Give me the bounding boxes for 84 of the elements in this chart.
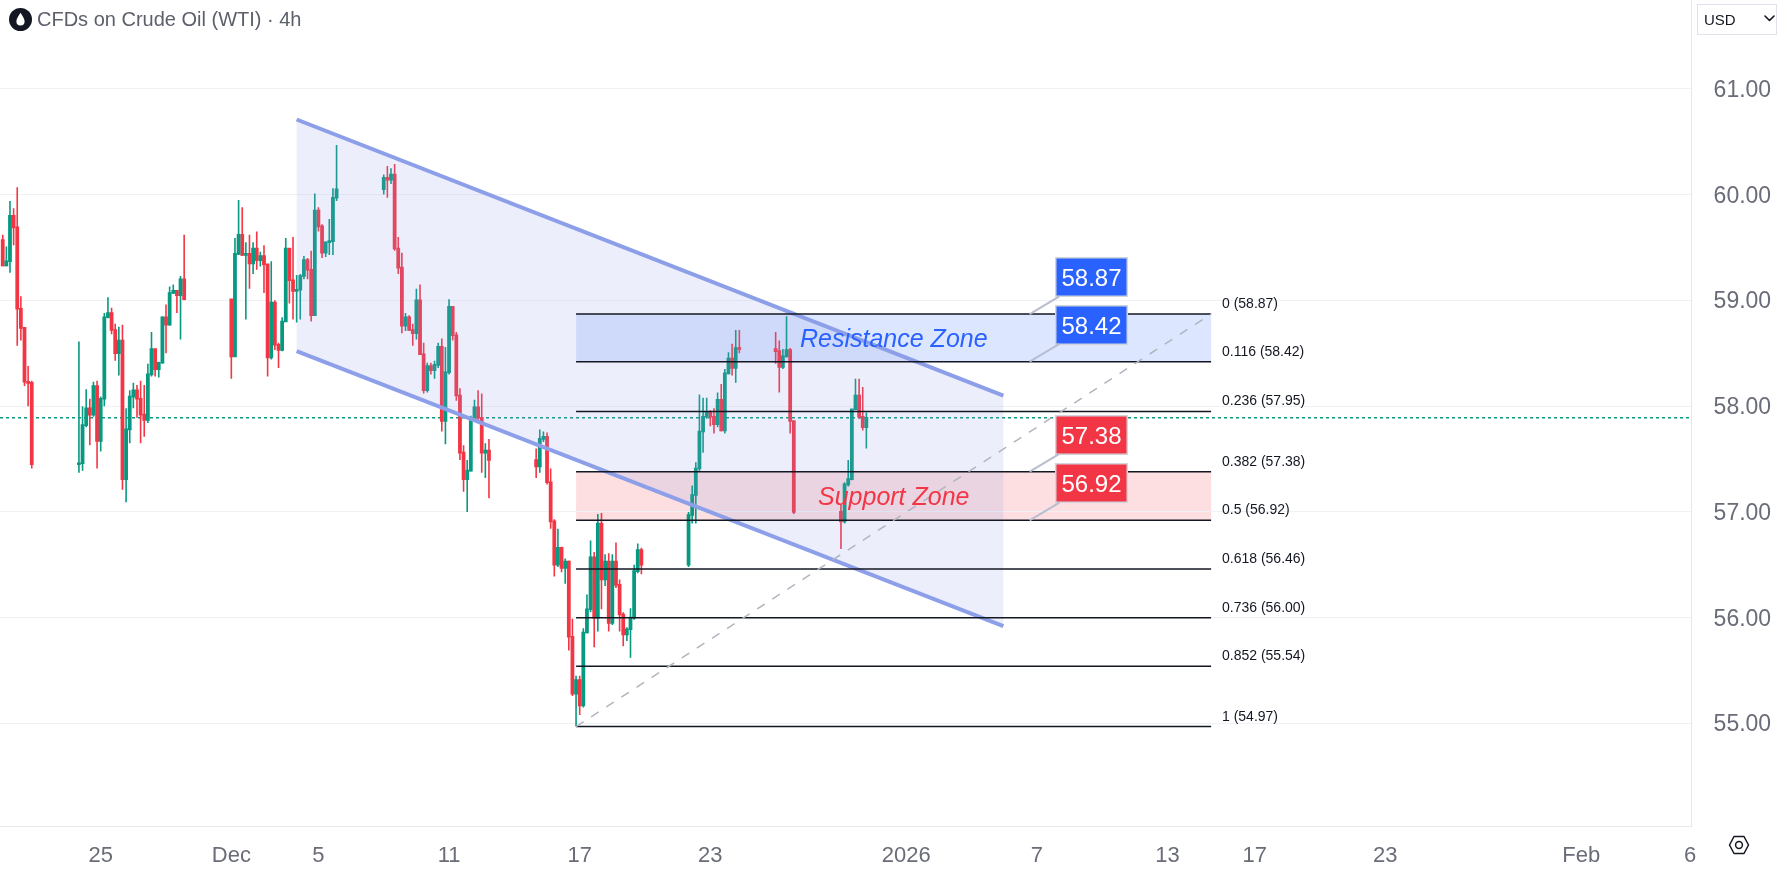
- candlestick: [603, 553, 607, 587]
- candlestick: [95, 379, 99, 470]
- candlestick: [389, 167, 393, 185]
- candlestick: [0, 233, 5, 268]
- candlestick: [87, 397, 92, 447]
- candlestick: [595, 513, 600, 633]
- candlestick: [116, 326, 121, 377]
- candlestick: [182, 233, 187, 302]
- y-tick-label: 55.00: [1713, 710, 1772, 737]
- candlestick: [312, 192, 317, 316]
- candlestick: [240, 206, 245, 257]
- candlestick: [164, 303, 168, 355]
- candlestick: [610, 553, 615, 626]
- candlestick: [294, 274, 299, 324]
- candlestick: [479, 392, 484, 474]
- candlestick: [8, 200, 12, 274]
- y-tick-label: 59.00: [1713, 287, 1772, 314]
- candlestick: [592, 551, 597, 649]
- candlestick: [167, 285, 172, 327]
- candlestick: [153, 348, 158, 378]
- annotation: 58.87: [1061, 263, 1122, 291]
- candlestick: [730, 342, 734, 377]
- x-tick-label: 11: [437, 842, 461, 868]
- x-tick-label: Feb: [1562, 842, 1601, 868]
- candlestick: [556, 528, 560, 568]
- candlestick: [175, 290, 179, 314]
- y-tick-label: 58.00: [1713, 393, 1772, 420]
- candlestick: [251, 241, 255, 275]
- candlestick: [381, 173, 386, 196]
- series-label: 0.5 (56.92): [1222, 501, 1290, 517]
- candlestick: [291, 236, 295, 321]
- x-tick-label: 2026: [881, 842, 931, 868]
- x-tick-label: 23: [1373, 842, 1398, 868]
- candlestick: [429, 361, 433, 376]
- candlestick: [385, 165, 390, 199]
- candlestick: [269, 260, 274, 361]
- series-label: 0.236 (57.95): [1222, 392, 1306, 408]
- x-tick-label: 13: [1155, 842, 1180, 868]
- candlestick: [534, 447, 539, 479]
- y-tick-label: 57.00: [1713, 498, 1772, 525]
- series-label: 0 (58.87): [1222, 295, 1279, 311]
- candlestick: [229, 298, 234, 380]
- x-tick-label: 25: [88, 842, 113, 868]
- series-label: 0.116 (58.42): [1222, 343, 1305, 359]
- series-label: 0.618 (56.46): [1222, 550, 1306, 566]
- x-tick-label: 7: [1030, 842, 1044, 868]
- y-tick-label: 61.00: [1713, 75, 1772, 102]
- series-label: 0.736 (56.00): [1222, 599, 1306, 615]
- candlestick: [864, 411, 869, 450]
- candlestick: [487, 438, 491, 499]
- band-label: Resistance Zone: [800, 324, 988, 352]
- candlestick: [712, 407, 716, 435]
- candlestick: [439, 337, 444, 433]
- candlestick: [254, 230, 259, 271]
- y-axis-title: USD: [1704, 11, 1736, 28]
- candlestick: [733, 329, 738, 384]
- candlestick: [178, 275, 183, 341]
- candlestick: [243, 241, 248, 321]
- x-tick-label: 23: [698, 842, 723, 868]
- candlestick: [737, 329, 742, 355]
- candlestick: [563, 557, 568, 585]
- candlestick: [138, 379, 143, 444]
- candlestick: [719, 383, 724, 433]
- chart-title: CFDs on Crude Oil (WTI) · 4h: [37, 8, 302, 30]
- candlestick: [258, 250, 263, 268]
- annotation: 58.42: [1061, 311, 1122, 339]
- candlestick: [15, 186, 20, 347]
- x-tick-label: 17: [567, 842, 592, 868]
- candlestick: [309, 249, 314, 323]
- annotation: 56.92: [1061, 469, 1122, 497]
- candlestick: [247, 233, 252, 290]
- series-label: 0.382 (57.38): [1222, 453, 1306, 469]
- y-tick-label: 60.00: [1713, 181, 1772, 208]
- x-tick-label: Dec: [211, 842, 251, 868]
- candlestick: [425, 361, 430, 394]
- y-tick-label: 56.00: [1713, 604, 1772, 631]
- x-tick-label: 6: [1683, 842, 1697, 868]
- x-tick-label: 5: [312, 842, 325, 868]
- candlestick: [483, 442, 488, 479]
- annotation: 57.38: [1061, 421, 1122, 449]
- series-label: 0.852 (55.54): [1222, 647, 1306, 663]
- candlestick: [574, 675, 578, 728]
- x-tick-label: 17: [1242, 842, 1267, 868]
- series-label: 1 (54.97): [1222, 708, 1279, 724]
